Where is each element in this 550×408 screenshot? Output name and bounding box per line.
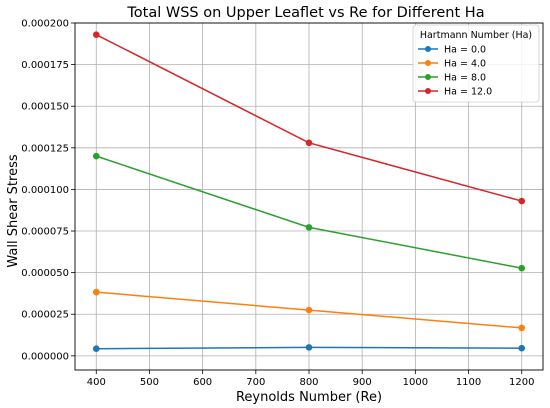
x-tick-label: 500	[140, 377, 159, 388]
data-point	[92, 288, 100, 296]
y-tick-label: 0.000075	[21, 227, 69, 238]
y-axis-label: Wall Shear Stress	[6, 154, 21, 267]
data-point	[305, 139, 313, 147]
series-layer	[92, 31, 526, 352]
data-point	[518, 344, 526, 352]
data-point	[518, 264, 526, 272]
y-tick-label: 0.000050	[21, 268, 69, 279]
series-3	[92, 31, 526, 205]
legend-box	[412, 24, 540, 103]
data-point	[518, 197, 526, 205]
legend-label: Ha = 0.0	[444, 45, 486, 56]
data-point	[92, 345, 100, 352]
legend-item: Ha = 12.0	[418, 87, 492, 98]
legend-label: Ha = 8.0	[444, 73, 486, 84]
x-axis-ticks: 400 500 600 700 800 900 1000 1100 1200	[87, 370, 534, 388]
x-axis-label: Reynolds Number (Re)	[236, 390, 382, 405]
legend-item: Ha = 8.0	[418, 73, 486, 84]
y-tick-label: 0.000100	[21, 185, 69, 196]
series-1	[92, 288, 526, 332]
legend-swatch-marker	[425, 88, 431, 94]
legend-item: Ha = 0.0	[418, 45, 486, 56]
data-point	[92, 152, 100, 160]
series-2	[92, 152, 526, 272]
x-tick-label: 800	[299, 377, 318, 388]
data-point	[305, 224, 313, 231]
legend-label: Ha = 4.0	[444, 59, 486, 70]
data-point	[305, 344, 313, 351]
legend: Hartmann Number (Ha) Ha = 0.0Ha = 4.0Ha …	[412, 24, 540, 103]
y-tick-label: 0.000125	[21, 143, 69, 154]
data-point	[518, 324, 526, 332]
x-tick-label: 1200	[509, 377, 534, 388]
x-tick-label: 1100	[456, 377, 481, 388]
series-0	[92, 344, 526, 352]
legend-label: Ha = 12.0	[444, 87, 492, 98]
data-point	[92, 31, 100, 38]
data-point	[305, 306, 313, 314]
legend-item: Ha = 4.0	[418, 59, 486, 70]
x-tick-label: 400	[87, 377, 106, 388]
x-tick-label: 700	[246, 377, 265, 388]
y-tick-label: 0.000200	[21, 19, 69, 30]
legend-swatch-marker	[425, 60, 431, 66]
y-tick-label: 0.000000	[21, 351, 69, 362]
legend-swatch-marker	[425, 74, 431, 80]
y-tick-label: 0.000150	[21, 102, 69, 113]
legend-swatch-marker	[425, 46, 431, 52]
chart-title: Total WSS on Upper Leaflet vs Re for Dif…	[126, 5, 484, 21]
x-tick-label: 600	[193, 377, 212, 388]
y-tick-label: 0.000025	[21, 310, 69, 321]
x-tick-label: 900	[353, 377, 372, 388]
x-tick-label: 1000	[403, 377, 428, 388]
y-tick-label: 0.000175	[21, 60, 69, 71]
legend-items: Ha = 0.0 Ha = 4.0 Ha = 8.0 Ha = 12.0	[418, 45, 492, 98]
legend-title: Hartmann Number (Ha)	[420, 30, 532, 41]
y-axis-ticks: 0.000000 0.000025 0.000050 0.000075 0.000100…	[21, 19, 75, 362]
